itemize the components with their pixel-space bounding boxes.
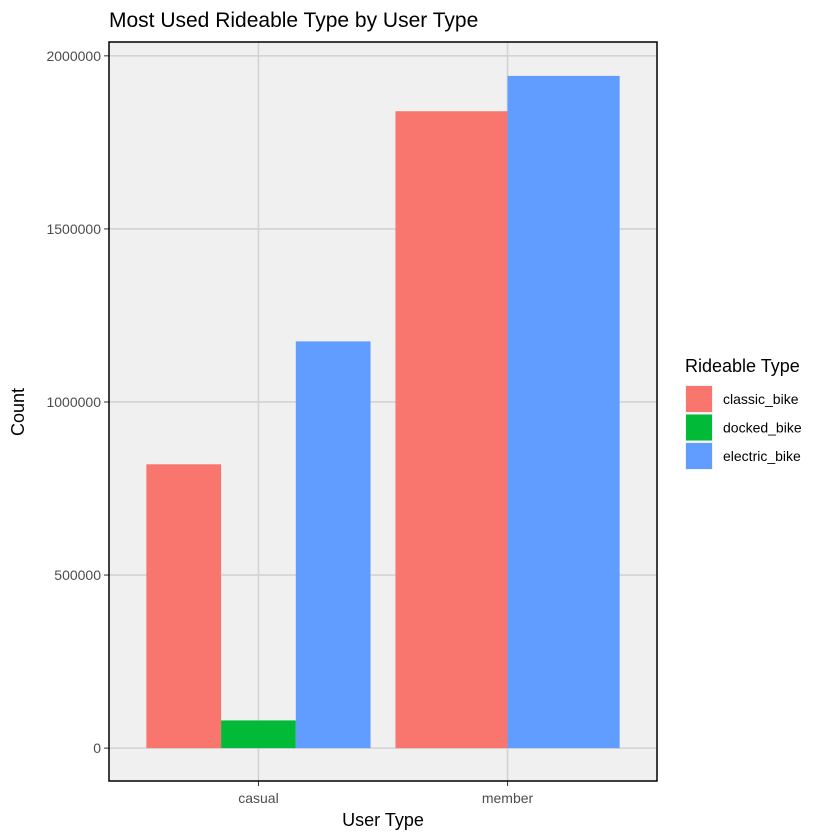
legend-key-docked_bike: [686, 414, 712, 441]
plot-area: 0 500000 1000000 1500000 2000000 casual member: [46, 41, 658, 806]
y-tick-label: 1500000: [46, 221, 101, 237]
legend: classic_bike docked_bike electric_bike: [685, 385, 802, 470]
legend-label-electric_bike: electric_bike: [723, 448, 801, 464]
x-tick-label: casual: [238, 790, 278, 806]
y-tick-label: 0: [93, 740, 101, 756]
bar-casual-classic_bike: [146, 464, 222, 749]
bar-member-electric_bike: [507, 75, 620, 749]
y-tick-label: 2000000: [46, 48, 101, 64]
legend-key-electric_bike: [686, 443, 712, 469]
legend-label-docked_bike: docked_bike: [723, 420, 802, 436]
legend-title: Rideable Type: [685, 356, 800, 376]
x-axis-title: User Type: [342, 810, 424, 830]
bar-casual-electric_bike: [295, 341, 371, 749]
legend-key-classic_bike: [686, 386, 712, 412]
bar-casual-docked_bike: [221, 720, 296, 749]
panel-border: [108, 41, 658, 782]
y-tick-label: 1000000: [46, 394, 101, 410]
legend-label-classic_bike: classic_bike: [723, 391, 799, 407]
y-axis-title: Count: [8, 388, 28, 436]
y-tick-label: 500000: [54, 567, 101, 583]
x-tick-label: member: [482, 790, 534, 806]
bar-member-classic_bike: [395, 111, 508, 749]
chart-title: Most Used Rideable Type by User Type: [109, 9, 478, 32]
